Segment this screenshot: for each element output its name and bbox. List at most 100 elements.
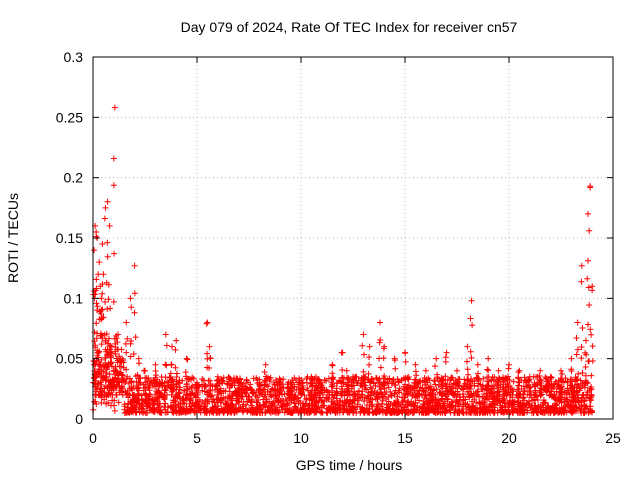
roti-point [481, 400, 488, 407]
roti-peak-point [91, 247, 98, 254]
roti-peak-point [308, 373, 315, 380]
roti-point [330, 376, 337, 383]
roti-point [474, 409, 481, 416]
roti-point [354, 379, 361, 386]
roti-point [247, 381, 254, 388]
roti-point [110, 298, 117, 305]
roti-point [410, 406, 417, 413]
roti-point [204, 350, 211, 357]
roti-point [175, 403, 182, 410]
roti-point [152, 379, 159, 386]
roti-point [230, 390, 237, 397]
roti-point [343, 407, 350, 414]
roti-point [464, 377, 471, 384]
roti-point [514, 399, 521, 406]
roti-point [589, 358, 596, 365]
roti-point [124, 373, 131, 380]
roti-point [220, 374, 227, 381]
roti-peak-point [377, 319, 384, 326]
roti-point [360, 374, 367, 381]
roti-point [391, 391, 398, 398]
roti-point [400, 383, 407, 390]
roti-point [222, 401, 229, 408]
roti-point [170, 386, 177, 393]
roti-point [361, 394, 368, 401]
roti-point [403, 388, 410, 395]
roti-point [99, 290, 106, 297]
roti-point [516, 409, 523, 416]
roti-point [459, 386, 466, 393]
roti-point [117, 387, 124, 394]
roti-point [411, 380, 418, 387]
roti-point [111, 397, 118, 404]
roti-point [252, 406, 259, 413]
roti-point [303, 395, 310, 402]
roti-point [531, 381, 538, 388]
roti-point [498, 406, 505, 413]
roti-point [366, 354, 373, 361]
roti-point [569, 378, 576, 385]
roti-point [494, 381, 501, 388]
roti-point [423, 385, 430, 392]
roti-point [249, 389, 256, 396]
roti-peak-point [366, 343, 373, 350]
roti-point [304, 385, 311, 392]
roti-point [328, 404, 335, 411]
roti-point [206, 377, 213, 384]
roti-point [93, 285, 100, 292]
roti-peak-point [585, 210, 592, 217]
roti-point [234, 397, 241, 404]
roti-peak-point [495, 367, 502, 374]
roti-point [463, 409, 470, 416]
roti-point [365, 370, 372, 377]
roti-point [475, 383, 482, 390]
roti-point [581, 403, 588, 410]
roti-point [336, 398, 343, 405]
roti-point [474, 388, 481, 395]
roti-point [484, 366, 491, 373]
roti-peak-point [152, 361, 159, 368]
roti-point [375, 401, 382, 408]
y-tick-label: 0.05 [56, 351, 83, 367]
roti-point [202, 383, 209, 390]
roti-point [534, 396, 541, 403]
roti-point [335, 377, 342, 384]
y-tick-label: 0.15 [56, 230, 83, 246]
roti-point [339, 367, 346, 374]
roti-point [573, 397, 580, 404]
roti-peak-point [104, 198, 111, 205]
roti-point [245, 393, 252, 400]
roti-point [275, 399, 282, 406]
roti-point [559, 371, 566, 378]
data-points [90, 104, 596, 416]
roti-point [217, 399, 224, 406]
roti-point [569, 391, 576, 398]
roti-point [496, 391, 503, 398]
roti-point [93, 401, 100, 408]
roti-point [400, 397, 407, 404]
roti-point [409, 409, 416, 416]
roti-point [349, 403, 356, 410]
roti-peak-point [106, 222, 113, 229]
roti-point [314, 389, 321, 396]
roti-point [369, 403, 376, 410]
roti-point [510, 409, 517, 416]
roti-point [515, 388, 522, 395]
roti-point [361, 398, 368, 405]
roti-point [581, 384, 588, 391]
roti-point [563, 391, 570, 398]
roti-point [323, 377, 330, 384]
roti-point [545, 377, 552, 384]
roti-point [437, 403, 444, 410]
roti-point [454, 400, 461, 407]
roti-point [497, 402, 504, 409]
roti-point [462, 401, 469, 408]
roti-point [586, 301, 593, 308]
roti-point [128, 304, 135, 311]
roti-point [282, 405, 289, 412]
roti-point [578, 399, 585, 406]
roti-point [392, 387, 399, 394]
roti-point [548, 374, 555, 381]
roti-point [395, 387, 402, 394]
roti-point [116, 353, 123, 360]
